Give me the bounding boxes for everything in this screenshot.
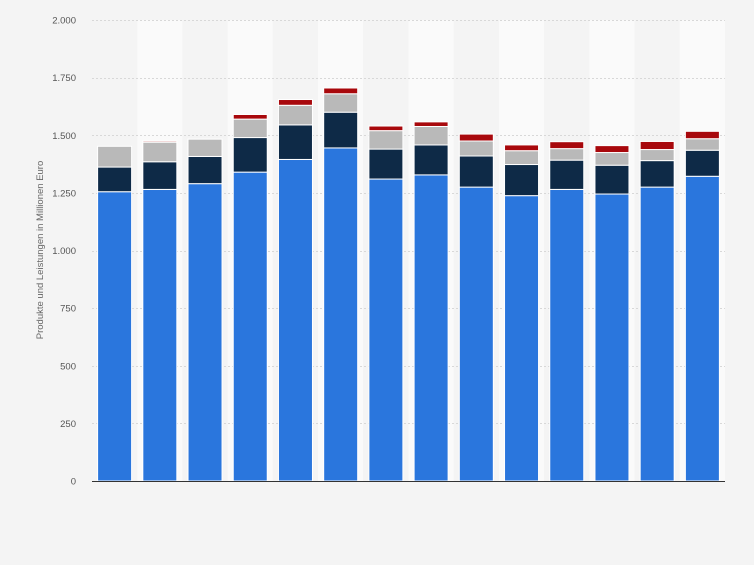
bar-segment xyxy=(187,155,223,185)
bar-segment xyxy=(232,171,268,482)
bar-segment xyxy=(684,175,720,482)
bar-segment xyxy=(639,149,675,162)
bar-segment xyxy=(594,145,630,154)
bar-segment xyxy=(458,140,494,157)
bar-segment xyxy=(504,150,540,166)
bar-segment xyxy=(458,133,494,142)
y-tick-label: 1.750 xyxy=(52,73,76,84)
bar-segment xyxy=(232,114,268,120)
bar-segment xyxy=(277,99,313,106)
bar-segment xyxy=(549,188,585,482)
bar-segment xyxy=(97,145,133,168)
y-tick-label: 1.500 xyxy=(52,131,76,142)
bar-segment xyxy=(323,147,359,482)
y-tick-label: 250 xyxy=(60,419,76,430)
bar-segment xyxy=(594,164,630,195)
bar-segment xyxy=(142,188,178,482)
bar-segment xyxy=(277,158,313,482)
bar-segment xyxy=(413,125,449,146)
bar-segment xyxy=(594,152,630,166)
bar-segment xyxy=(504,144,540,152)
bar-segment xyxy=(97,191,133,482)
bar-segment xyxy=(684,149,720,177)
bar-segment xyxy=(504,195,540,482)
y-tick-label: 1.250 xyxy=(52,188,76,199)
bar-segment xyxy=(368,130,404,150)
y-tick-label: 2.000 xyxy=(52,16,76,27)
bar-segment xyxy=(323,111,359,149)
bar-segment xyxy=(413,144,449,176)
bar-segment xyxy=(684,138,720,151)
bar-segment xyxy=(142,161,178,190)
bar-segment xyxy=(549,148,585,161)
bar-segment xyxy=(639,160,675,188)
bar-segment xyxy=(232,118,268,139)
y-tick-label: 1.000 xyxy=(52,246,76,257)
bar-segment xyxy=(368,148,404,180)
y-tick-label: 0 xyxy=(71,477,76,488)
bar-segment xyxy=(187,183,223,482)
bar-segment xyxy=(97,166,133,193)
bar-segment xyxy=(639,186,675,482)
bar-segment xyxy=(232,137,268,173)
bar-segment xyxy=(549,159,585,190)
bar-segment xyxy=(549,141,585,150)
y-tick-label: 750 xyxy=(60,304,76,315)
bar-segment xyxy=(368,125,404,132)
bar-segment xyxy=(277,104,313,126)
y-tick-label: 500 xyxy=(60,361,76,372)
bars xyxy=(97,87,720,482)
bar-segment xyxy=(684,130,720,140)
y-axis-label: Produkte und Leistungen in Millionen Eur… xyxy=(35,161,46,340)
bar-segment xyxy=(277,124,313,160)
bar-segment xyxy=(368,178,404,482)
bar-segment xyxy=(142,140,178,143)
bar-segment xyxy=(458,155,494,188)
bar-segment xyxy=(142,141,178,163)
plot-background xyxy=(92,20,725,481)
bar-segment xyxy=(187,138,223,157)
bar-segment xyxy=(594,193,630,482)
y-axis-ticks: 0 250 500 750 1.000 1.250 1.500 1.750 2.000 xyxy=(52,16,76,488)
bar-segment xyxy=(504,164,540,197)
bar-segment xyxy=(639,140,675,151)
bar-segment xyxy=(323,93,359,113)
bar-segment xyxy=(458,186,494,482)
bar-segment xyxy=(413,174,449,482)
bar-segment xyxy=(323,87,359,95)
bar-segment xyxy=(413,121,449,127)
